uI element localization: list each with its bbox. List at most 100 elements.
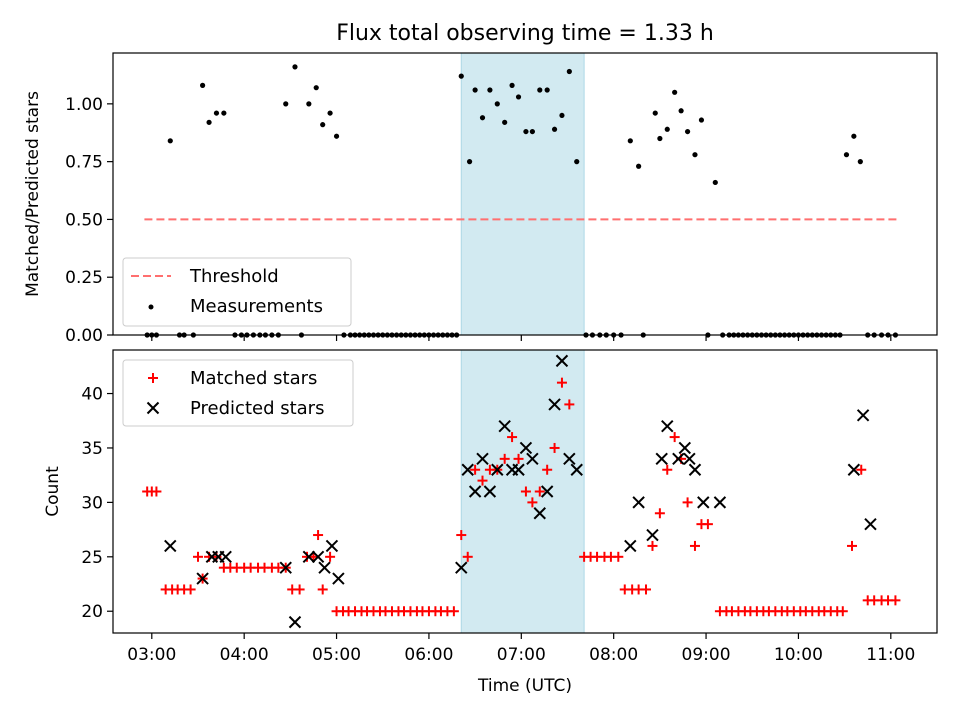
matched-star-marker [556, 377, 567, 388]
matched-star-marker [689, 540, 700, 551]
measurement-point [320, 122, 326, 128]
predicted-star-marker [847, 463, 861, 476]
measurement-point [466, 159, 473, 165]
matched-star-marker [456, 530, 467, 541]
legend-predicted-swatch [146, 401, 160, 415]
x-tick-label: 03:00 [127, 645, 176, 665]
measurement-point [509, 82, 515, 88]
predicted-star-marker [661, 419, 674, 433]
predicted-star-marker [302, 550, 316, 564]
y-tick-label: 0.75 [65, 153, 103, 173]
legend-measurements-swatch [148, 304, 154, 310]
measurement-point [664, 126, 670, 132]
y-tick-label: 35 [81, 439, 103, 459]
measurement-point [678, 108, 684, 114]
measurement-point [213, 110, 220, 116]
predicted-star-marker [332, 572, 345, 585]
predicted-star-marker [279, 561, 292, 574]
legend-threshold-label: Threshold [189, 266, 279, 287]
matched-star-points [142, 377, 901, 617]
predicted-star-marker [632, 496, 645, 509]
y-tick-label: 20 [81, 602, 103, 622]
measurement-point [698, 117, 705, 123]
matched-star-marker [641, 584, 652, 595]
predicted-star-marker [570, 463, 583, 476]
predicted-star-marker [864, 517, 877, 531]
x-axis-label: Time (UTC) [477, 676, 572, 696]
measurement-point [523, 128, 529, 135]
predicted-star-marker [646, 528, 659, 542]
measurement-point [327, 110, 333, 116]
measurement-point [458, 73, 464, 79]
matched-star-marker [890, 595, 901, 606]
matched-star-marker [669, 432, 680, 443]
measurement-points [144, 64, 899, 338]
matched-star-marker [185, 584, 196, 595]
measurement-point [559, 112, 565, 119]
measurement-point [306, 101, 312, 107]
matched-star-marker [564, 399, 575, 410]
predicted-star-marker [856, 409, 870, 422]
measurement-point [515, 94, 522, 100]
predicted-star-marker [526, 452, 539, 466]
predicted-star-marker [476, 452, 489, 466]
measurement-point [712, 179, 718, 186]
top-legend-box [122, 257, 352, 327]
y-tick-label: 0.00 [65, 326, 103, 346]
matched-star-marker [534, 486, 545, 497]
bottom-axes-frame [112, 349, 938, 634]
predicted-star-marker [688, 463, 702, 476]
predicted-star-marker [655, 452, 668, 466]
top-panel: 0.00 0.25 0.50 0.75 1.00 Matched/Predicted s… [23, 52, 938, 346]
top-y-axis-label: Matched/Predicted stars [23, 91, 43, 297]
measurement-point [672, 89, 678, 95]
matched-star-marker [325, 551, 336, 562]
predicted-star-marker [683, 452, 696, 466]
top-axes-frame [112, 52, 938, 336]
predicted-star-marker [678, 441, 692, 455]
x-tick-label: 07:00 [497, 645, 546, 665]
measurement-point [627, 138, 633, 144]
legend-matched-label: Matched stars [190, 368, 317, 389]
matched-star-marker [151, 486, 162, 497]
predicted-star-marker [519, 441, 533, 455]
chart-title: Flux total observing time = 1.33 h [336, 21, 714, 46]
measurement-point [684, 128, 691, 135]
predicted-star-marker [461, 463, 474, 476]
measurement-point [857, 159, 863, 165]
predicted-star-marker [491, 463, 504, 476]
measurement-point [472, 87, 478, 93]
measurement-point [537, 87, 543, 93]
matched-star-marker [549, 442, 560, 453]
bottom-legend-box [122, 359, 354, 427]
measurement-point [692, 152, 698, 158]
measurement-point [652, 110, 658, 116]
legend-x-marker [146, 401, 160, 415]
x-tick-label: 05:00 [312, 645, 361, 665]
measurement-point [206, 119, 212, 125]
predicted-star-marker [468, 485, 482, 498]
predicted-star-marker [624, 539, 637, 553]
predicted-star-marker [318, 561, 331, 574]
measurement-point [333, 133, 340, 139]
bottom-panel: 20 25 30 35 40 03:00 04:00 05:00 06:00 07:00 08:0… [43, 349, 938, 696]
matched-star-marker [462, 551, 473, 562]
matched-star-marker [499, 453, 510, 464]
legend-plus-marker [148, 373, 158, 383]
predicted-star-marker [311, 550, 325, 564]
measurement-point [313, 85, 319, 91]
matched-star-marker [507, 432, 518, 443]
top-y-ticks: 0.00 0.25 0.50 0.75 1.00 [65, 95, 113, 346]
measurement-point [566, 68, 572, 75]
predicted-star-marker [548, 398, 561, 411]
legend-matched-swatch [148, 373, 158, 383]
matched-star-marker [702, 519, 713, 530]
y-tick-label: 0.25 [65, 268, 103, 288]
matched-star-marker [647, 540, 658, 551]
matched-star-marker [856, 464, 867, 475]
measurement-point [221, 110, 227, 116]
x-tick-label: 04:00 [220, 645, 269, 665]
predicted-star-marker [325, 539, 339, 553]
predicted-star-marker [288, 615, 302, 629]
matched-star-marker [477, 475, 488, 486]
